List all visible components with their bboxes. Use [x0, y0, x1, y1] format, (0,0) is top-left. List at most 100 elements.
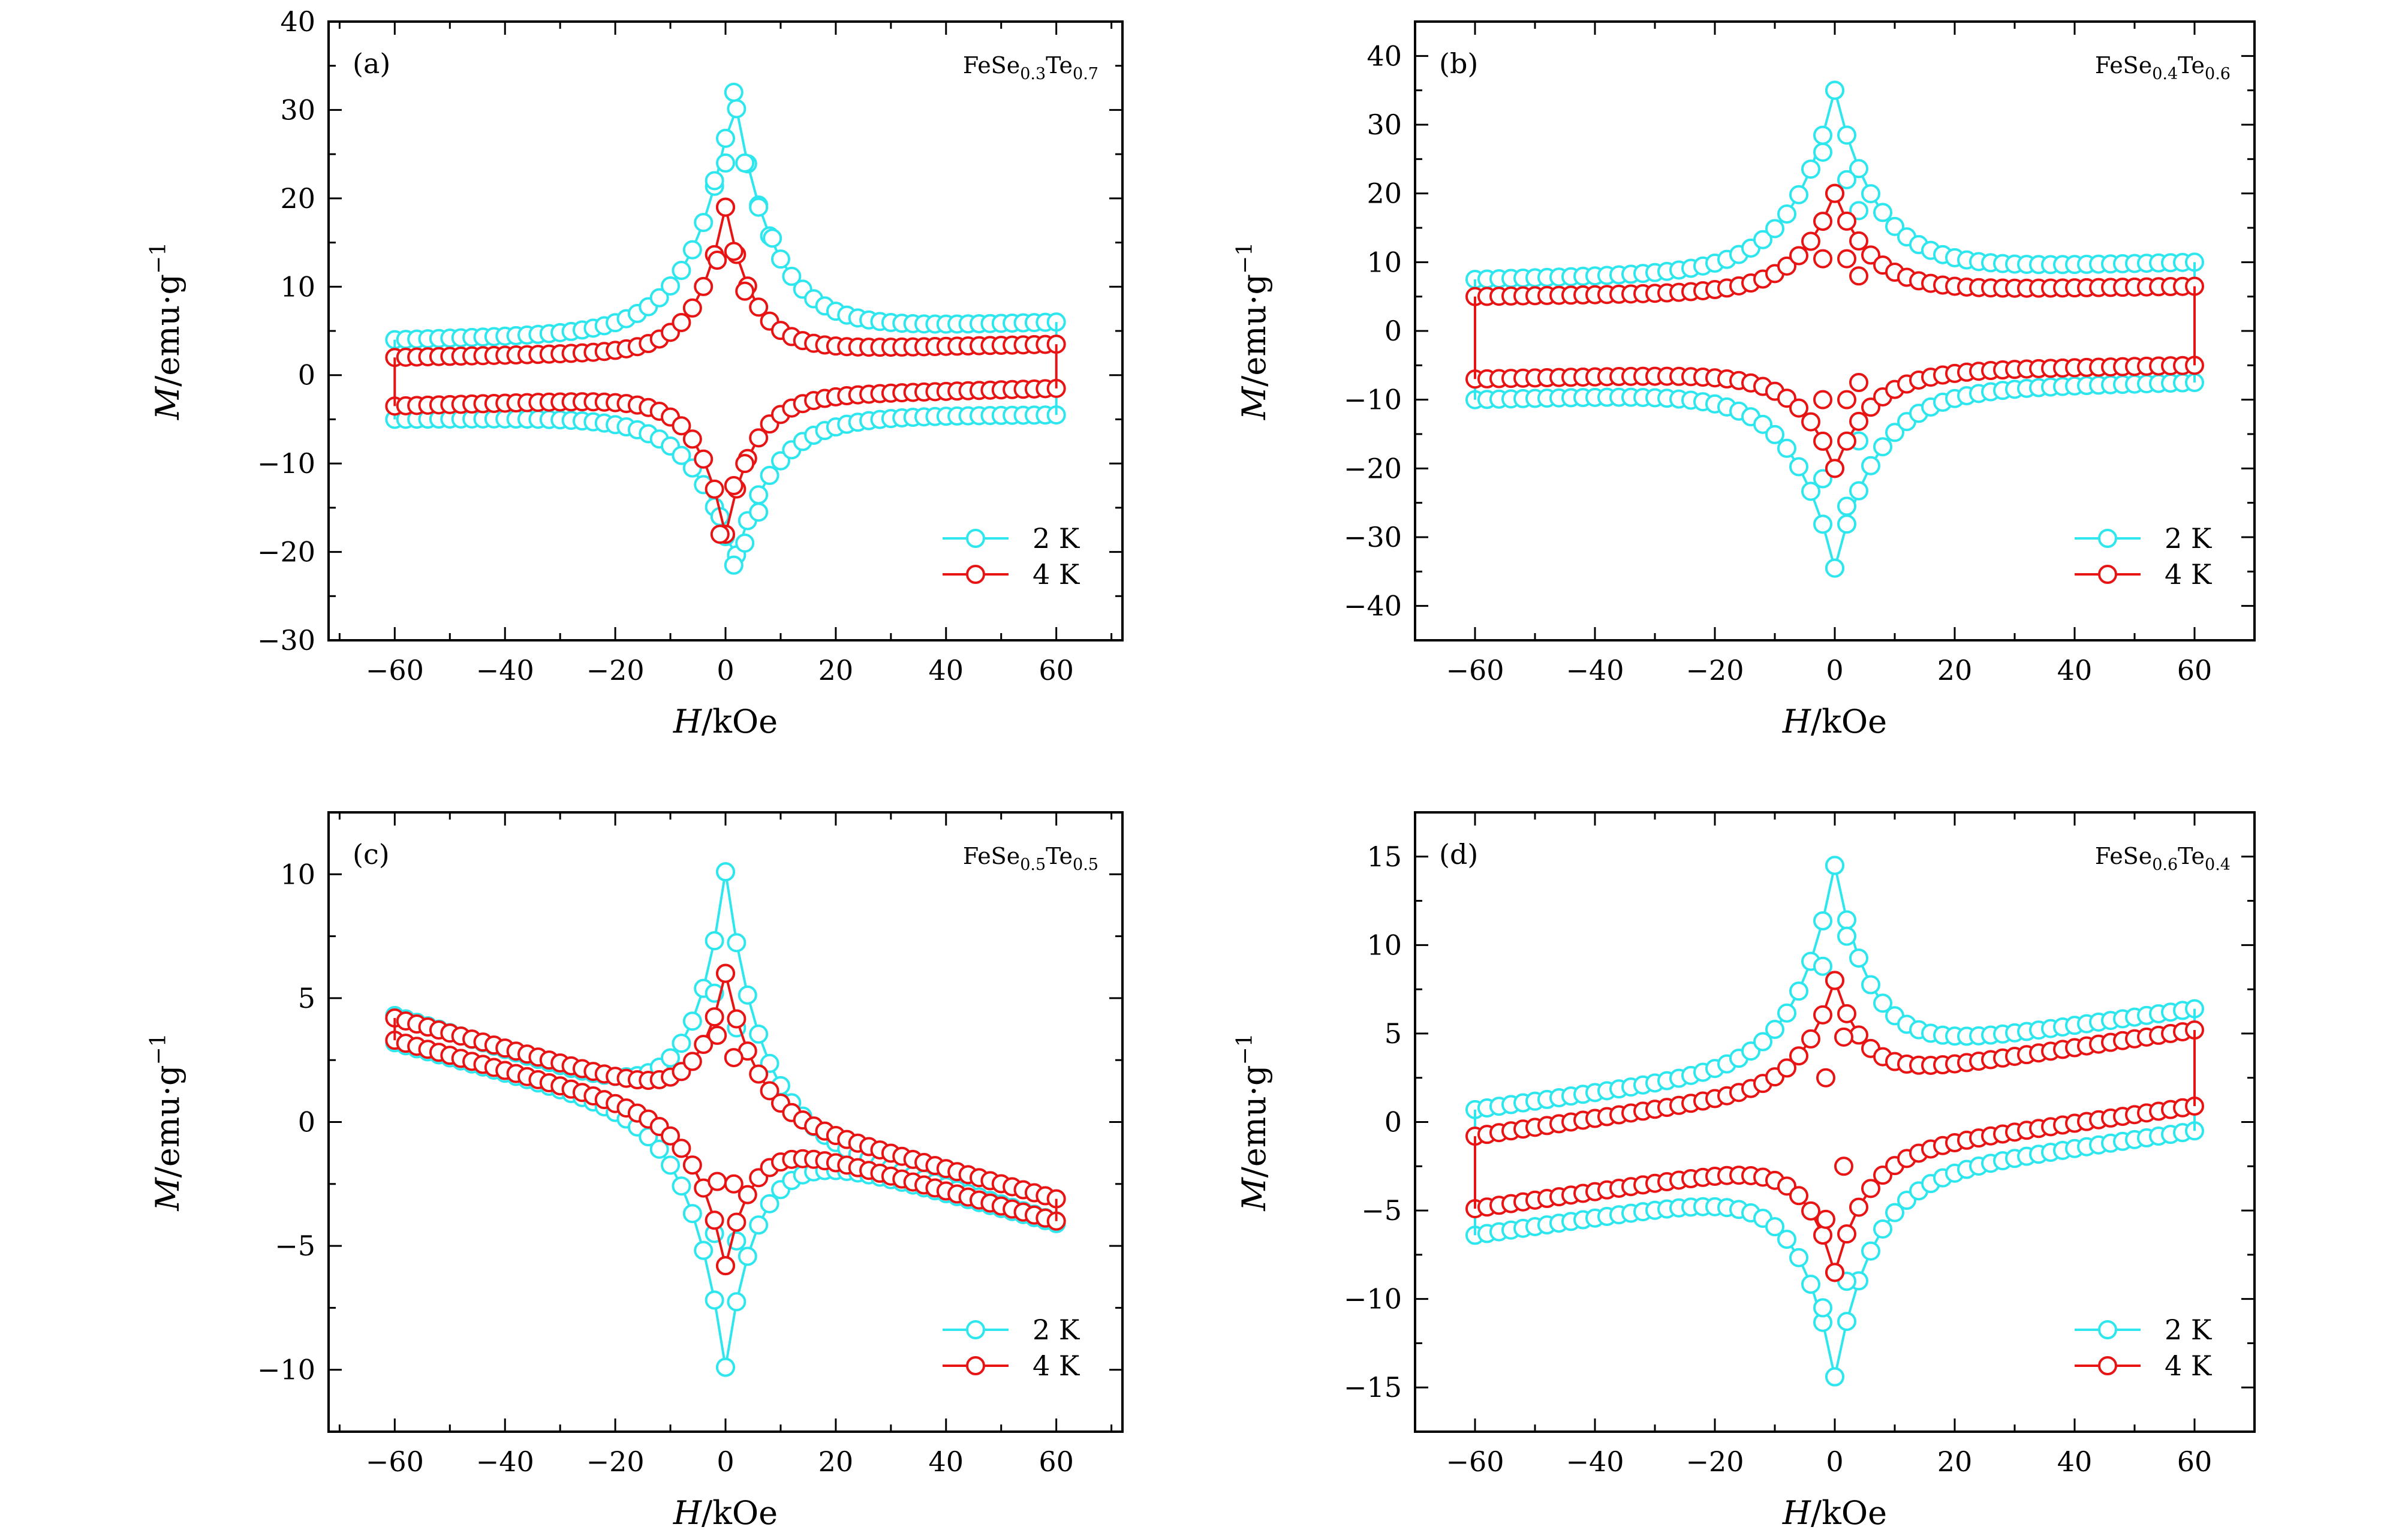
y-tick-label: 10 [1366, 929, 1402, 961]
data-point [749, 297, 769, 317]
peak-point [1849, 266, 1868, 286]
data-point [1765, 219, 1784, 239]
data-point [738, 1246, 757, 1266]
data-point [1849, 481, 1868, 501]
y-axis-title-exponent: −1 [1233, 1033, 1257, 1065]
peak-point [716, 197, 735, 217]
data-point [738, 1185, 757, 1204]
data-point [672, 312, 691, 332]
compound-formula: FeSe0.6Te0.4 [2095, 843, 2231, 874]
data-point [1837, 1224, 1856, 1244]
data-point [1849, 1197, 1868, 1217]
data-point [682, 298, 702, 318]
data-point [705, 1290, 724, 1310]
peak-point [708, 1171, 727, 1191]
data-point [1789, 1186, 1808, 1206]
x-tick-label: 20 [1937, 1445, 1973, 1478]
legend-label: 4 K [2165, 558, 2213, 591]
data-point [1837, 431, 1856, 451]
y-tick-label: −30 [1344, 521, 1402, 553]
data-point [705, 1007, 724, 1027]
data-point [1885, 1203, 1904, 1222]
y-tick-label: 40 [1366, 40, 1402, 72]
x-tick-label: −20 [586, 654, 645, 686]
peak-point [724, 476, 744, 495]
y-tick-label: 0 [1384, 315, 1402, 347]
data-point [1813, 1005, 1832, 1025]
legend-marker [966, 529, 985, 548]
y-tick-label: −30 [257, 624, 315, 656]
series-2K [385, 82, 1066, 575]
series-4K [385, 197, 1066, 544]
x-tick-label: −40 [476, 1445, 534, 1478]
peak-point [1813, 956, 1832, 976]
y-axis-title-unit: /emu·g [1235, 1065, 1273, 1177]
peak-point [1816, 1068, 1835, 1088]
panel-c: −60 −40 −20 0 20 40 60 −10 −5 0 5 10 H/kOe M/emu·g−1 (… [146, 811, 1124, 1530]
data-point [1801, 1029, 1820, 1049]
series-4K [385, 963, 1066, 1276]
x-axis-title: H/kOe [673, 1494, 778, 1530]
peak-point [716, 1357, 735, 1377]
formula-element: FeSe [963, 52, 1020, 79]
peak-point [716, 963, 735, 983]
data-point [1861, 1179, 1880, 1198]
legend-marker [966, 1356, 985, 1375]
y-tick-label: −5 [275, 1230, 315, 1262]
data-point [1813, 911, 1832, 930]
peak-point [716, 153, 735, 173]
x-tick-label: −20 [1685, 654, 1744, 686]
data-point [1789, 246, 1808, 266]
data-point [1777, 1058, 1796, 1078]
data-point [1837, 211, 1856, 231]
peak-point [724, 242, 744, 261]
legend-label: 4 K [2165, 1350, 2213, 1382]
data-point [1753, 1032, 1772, 1052]
y-tick-label: 40 [280, 5, 315, 38]
y-tick-label: 0 [1384, 1106, 1402, 1139]
data-point [716, 128, 735, 148]
data-point [1861, 975, 1880, 995]
data-point [672, 445, 691, 465]
peak-point [735, 281, 755, 301]
data-point [760, 1194, 779, 1213]
peak-point [735, 153, 755, 173]
x-tick-label: 0 [717, 654, 734, 686]
data-point [1789, 1046, 1808, 1066]
x-axis-title-unit: /kOe [702, 703, 778, 740]
x-tick-label: −60 [1446, 654, 1504, 686]
legend-label: 4 K [1033, 1350, 1080, 1382]
x-tick-label: 60 [2177, 1445, 2213, 1478]
peak-point [1825, 80, 1844, 100]
peak-point [735, 454, 755, 474]
formula-subscript: 0.4 [2152, 65, 2178, 83]
y-axis-title-symbol: M [1235, 385, 1273, 420]
x-tick-label: 60 [1039, 654, 1074, 686]
data-point [1849, 231, 1868, 251]
panel-label: (c) [353, 838, 390, 871]
formula-subscript: 0.5 [1020, 856, 1046, 874]
data-point [694, 449, 714, 469]
y-axis-title-symbol: M [149, 385, 186, 420]
formula-element: FeSe [2095, 52, 2152, 79]
x-axis-title-unit: /kOe [1811, 703, 1887, 740]
data-point [1873, 437, 1892, 457]
y-axis-title-exponent: −1 [146, 1033, 171, 1065]
data-point [738, 985, 757, 1005]
peak-point [1837, 496, 1856, 516]
formula-element: Te [2178, 52, 2205, 79]
x-tick-label: 40 [2057, 1445, 2093, 1478]
y-tick-label: 10 [280, 858, 315, 890]
peak-point [710, 525, 730, 544]
data-point [1765, 1020, 1784, 1040]
data-point [1777, 204, 1796, 224]
x-tick-label: −40 [1566, 654, 1624, 686]
data-point [1837, 1312, 1856, 1332]
data-point [1813, 125, 1832, 145]
formula-subscript: 0.5 [1073, 856, 1098, 874]
plot-frame [1414, 20, 2256, 641]
data-point [760, 1081, 779, 1101]
legend-label: 2 K [1033, 522, 1080, 555]
peak-point [716, 1256, 735, 1276]
